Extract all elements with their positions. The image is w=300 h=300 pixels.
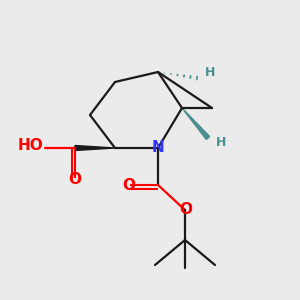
- Text: O: O: [179, 202, 193, 217]
- Text: HO: HO: [17, 139, 43, 154]
- Text: N: N: [152, 140, 164, 155]
- Text: O: O: [68, 172, 82, 188]
- Polygon shape: [75, 146, 115, 151]
- Polygon shape: [182, 108, 210, 140]
- Text: H: H: [205, 65, 215, 79]
- Text: H: H: [216, 136, 226, 148]
- Text: O: O: [122, 178, 136, 193]
